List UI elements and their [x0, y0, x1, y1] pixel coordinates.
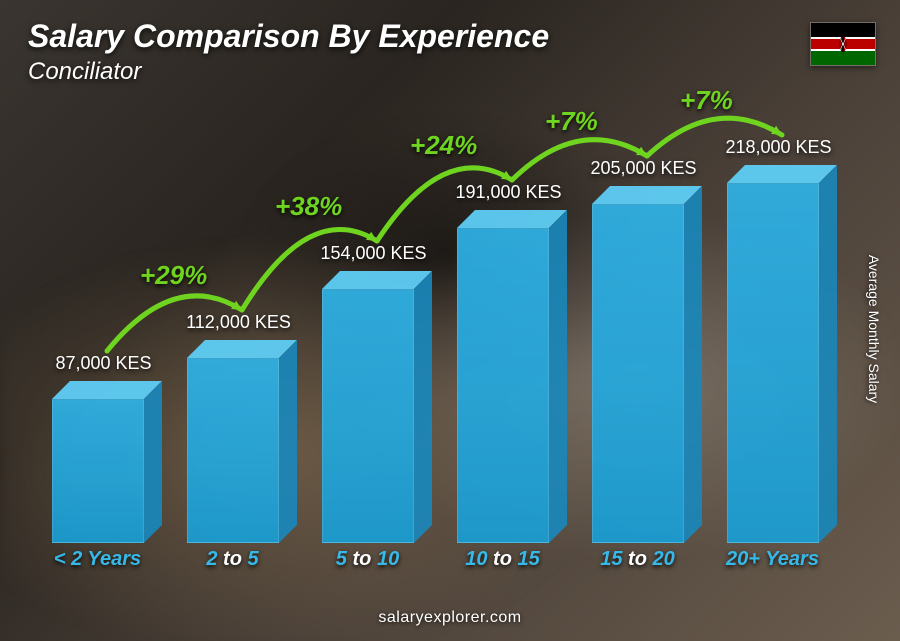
chart-card: Salary Comparison By Experience Concilia… [0, 0, 900, 641]
category-num: < 2 [54, 548, 82, 570]
footer-attribution: salaryexplorer.com [378, 609, 521, 627]
category-num: 20+ [726, 548, 760, 570]
bar-value-label: 218,000 KES [725, 137, 831, 158]
category-num: 15 [518, 548, 540, 570]
category-num: 10 [465, 548, 487, 570]
bar [52, 399, 144, 543]
category-num: 2 [206, 548, 217, 570]
category-word: to [628, 548, 647, 570]
category-num: 5 [336, 548, 347, 570]
category-label: 2 to 5 [206, 548, 258, 571]
bar-value-label: 154,000 KES [320, 243, 426, 264]
increment-pct: +24% [410, 130, 477, 161]
category-num: 5 [248, 548, 259, 570]
bar-value-label: 205,000 KES [590, 158, 696, 179]
category-num: 20 [653, 548, 675, 570]
bar [322, 289, 414, 543]
category-num: 10 [377, 548, 399, 570]
category-num: 15 [600, 548, 622, 570]
bar-value-label: 87,000 KES [55, 353, 151, 374]
bar [457, 228, 549, 543]
bar-chart: 87,000 KES < 2 Years 112,000 KES 2 to 5 154,… [30, 120, 840, 571]
category-word: Years [765, 548, 819, 570]
increment-pct: +38% [275, 191, 342, 222]
bar-value-label: 112,000 KES [186, 312, 291, 333]
country-flag-icon [810, 22, 876, 66]
category-label: 20+ Years [726, 548, 819, 571]
category-word: to [493, 548, 512, 570]
category-label: < 2 Years [54, 548, 141, 571]
category-label: 15 to 20 [600, 548, 675, 571]
increment-pct: +29% [140, 260, 207, 291]
category-label: 10 to 15 [465, 548, 540, 571]
increment-pct: +7% [680, 85, 733, 116]
bar [592, 204, 684, 543]
bar-value-label: 191,000 KES [455, 182, 561, 203]
bar [727, 183, 819, 543]
increment-pct: +7% [545, 106, 598, 137]
category-word: Years [87, 548, 141, 570]
y-axis-label: Average Monthly Salary [866, 254, 882, 402]
bar [187, 358, 279, 543]
category-label: 5 to 10 [336, 548, 399, 571]
category-word: to [352, 548, 371, 570]
category-word: to [223, 548, 242, 570]
chart-subtitle: Conciliator [28, 58, 141, 86]
chart-title: Salary Comparison By Experience [28, 18, 549, 55]
